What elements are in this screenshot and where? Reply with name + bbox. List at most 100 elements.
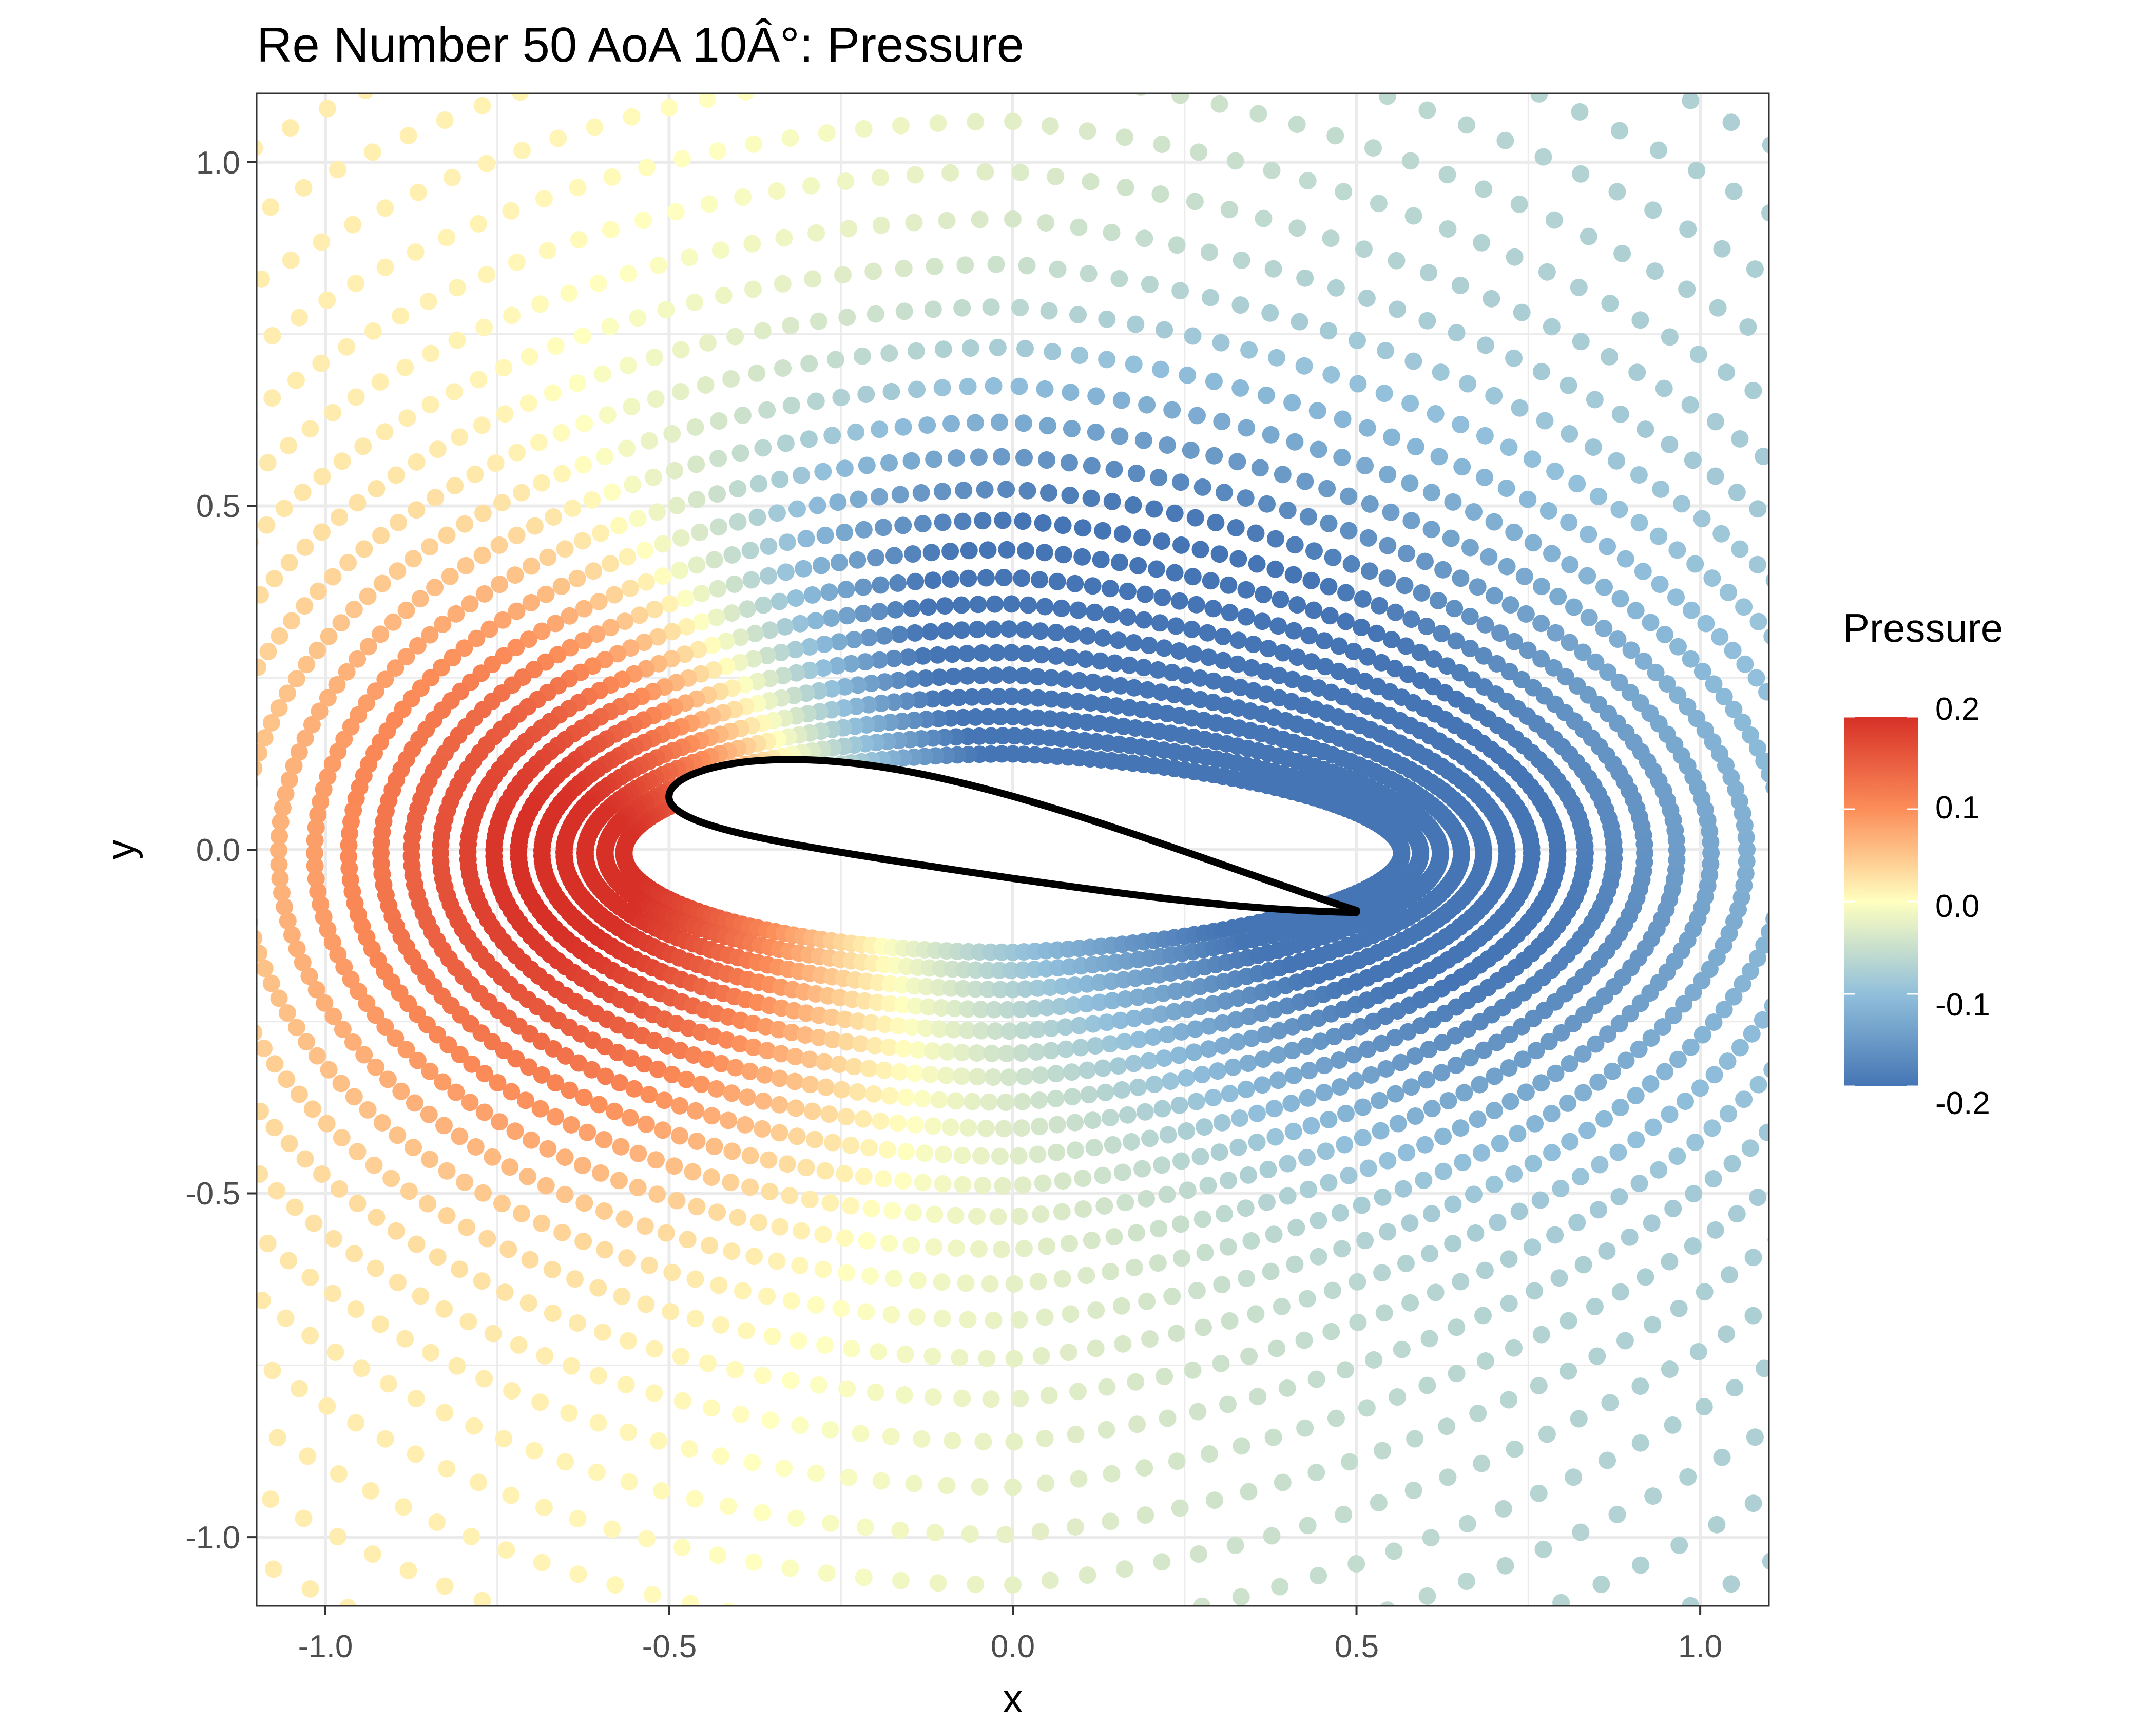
pressure-point	[1031, 622, 1049, 640]
pressure-point	[1505, 349, 1523, 367]
pressure-point	[1461, 607, 1479, 625]
pressure-point	[828, 657, 846, 675]
pressure-point	[333, 452, 351, 470]
pressure-point	[663, 425, 681, 443]
pressure-point	[1661, 328, 1679, 346]
pressure-point	[974, 512, 992, 530]
pressure-point	[268, 1182, 286, 1200]
pressure-point	[1754, 1011, 1769, 1029]
pressure-point	[1379, 536, 1397, 554]
pressure-point	[709, 142, 727, 160]
pressure-point	[1574, 1045, 1592, 1063]
pressure-point	[1084, 577, 1102, 595]
pressure-point	[1032, 646, 1050, 664]
pressure-point	[1273, 1297, 1291, 1315]
pressure-point	[1322, 1322, 1340, 1340]
pressure-point	[1171, 282, 1189, 300]
pressure-point	[1112, 1297, 1130, 1315]
pressure-point	[1637, 420, 1654, 438]
pressure-point	[774, 667, 792, 684]
pressure-point	[1214, 1014, 1231, 1032]
pressure-point	[1103, 1465, 1121, 1483]
pressure-point	[1048, 1116, 1066, 1134]
pressure-point	[891, 486, 909, 504]
pressure-point	[1513, 303, 1531, 321]
pressure-point	[1496, 131, 1514, 149]
pressure-point	[1644, 1316, 1662, 1334]
pressure-point	[745, 1553, 763, 1571]
pressure-point	[1543, 1144, 1561, 1162]
pressure-point	[754, 439, 772, 457]
pressure-point	[1488, 1033, 1506, 1051]
pressure-point	[1196, 1244, 1214, 1261]
pressure-point	[645, 349, 663, 366]
pressure-point	[613, 1288, 631, 1305]
pressure-point	[672, 341, 690, 359]
pressure-point	[979, 708, 997, 726]
pressure-point	[1668, 851, 1686, 869]
pressure-point	[1421, 1244, 1439, 1262]
pressure-point	[737, 93, 755, 101]
pressure-point	[815, 1053, 833, 1071]
pressure-point	[1444, 1195, 1462, 1213]
pressure-point	[434, 615, 452, 633]
pressure-point	[1709, 299, 1727, 317]
pressure-point	[367, 682, 384, 700]
pressure-point	[1725, 182, 1743, 200]
pressure-point	[273, 884, 291, 902]
pressure-point	[921, 1065, 939, 1083]
pressure-point	[1177, 666, 1195, 684]
pressure-point	[1082, 694, 1100, 712]
pressure-point	[908, 380, 926, 398]
pressure-point	[1331, 1078, 1349, 1096]
pressure-point	[1775, 1108, 1793, 1125]
pressure-point	[788, 500, 806, 518]
pressure-point	[1375, 385, 1393, 402]
pressure-point	[263, 1362, 281, 1379]
pressure-point	[771, 1069, 788, 1087]
pressure-point	[1640, 71, 1658, 88]
pressure-point	[1098, 1013, 1116, 1031]
pressure-point	[349, 1195, 367, 1212]
pressure-point	[958, 1021, 976, 1039]
pressure-point	[345, 1088, 363, 1106]
pressure-point	[274, 799, 292, 817]
pressure-point	[820, 1105, 838, 1123]
pressure-point	[1187, 596, 1205, 614]
pressure-point	[1476, 468, 1493, 486]
pressure-point	[262, 1490, 280, 1508]
pressure-point	[278, 1004, 296, 1022]
pressure-point	[947, 1206, 965, 1224]
pressure-point	[961, 1525, 979, 1543]
pressure-point	[1066, 574, 1084, 592]
pressure-point	[1214, 651, 1232, 669]
pressure-point	[596, 1067, 614, 1085]
pressure-point	[1333, 449, 1351, 466]
pressure-point	[1486, 587, 1504, 605]
pressure-point	[810, 1006, 828, 1024]
pressure-point	[743, 1453, 761, 1471]
pressure-point	[283, 926, 301, 944]
pressure-point	[1165, 685, 1183, 703]
pressure-point	[1152, 360, 1170, 378]
pressure-point	[876, 1015, 894, 1033]
pressure-point	[533, 622, 551, 640]
pressure-point	[1534, 1540, 1552, 1558]
pressure-point	[855, 120, 873, 138]
pressure-point	[1069, 306, 1087, 323]
pressure-point	[1266, 1128, 1284, 1146]
pressure-point	[384, 613, 402, 631]
pressure-point	[644, 468, 662, 486]
pressure-point	[1402, 512, 1420, 530]
pressure-point	[1074, 1170, 1092, 1187]
pressure-point	[814, 1260, 832, 1278]
pressure-point	[816, 1162, 834, 1180]
pressure-point	[1063, 420, 1081, 438]
pressure-point	[1755, 936, 1769, 954]
pressure-point	[1000, 1022, 1018, 1040]
pressure-point	[959, 378, 977, 395]
pressure-point	[1016, 1067, 1033, 1085]
pressure-point	[259, 643, 277, 661]
pressure-point	[533, 1554, 551, 1571]
pressure-point	[1069, 1383, 1087, 1401]
